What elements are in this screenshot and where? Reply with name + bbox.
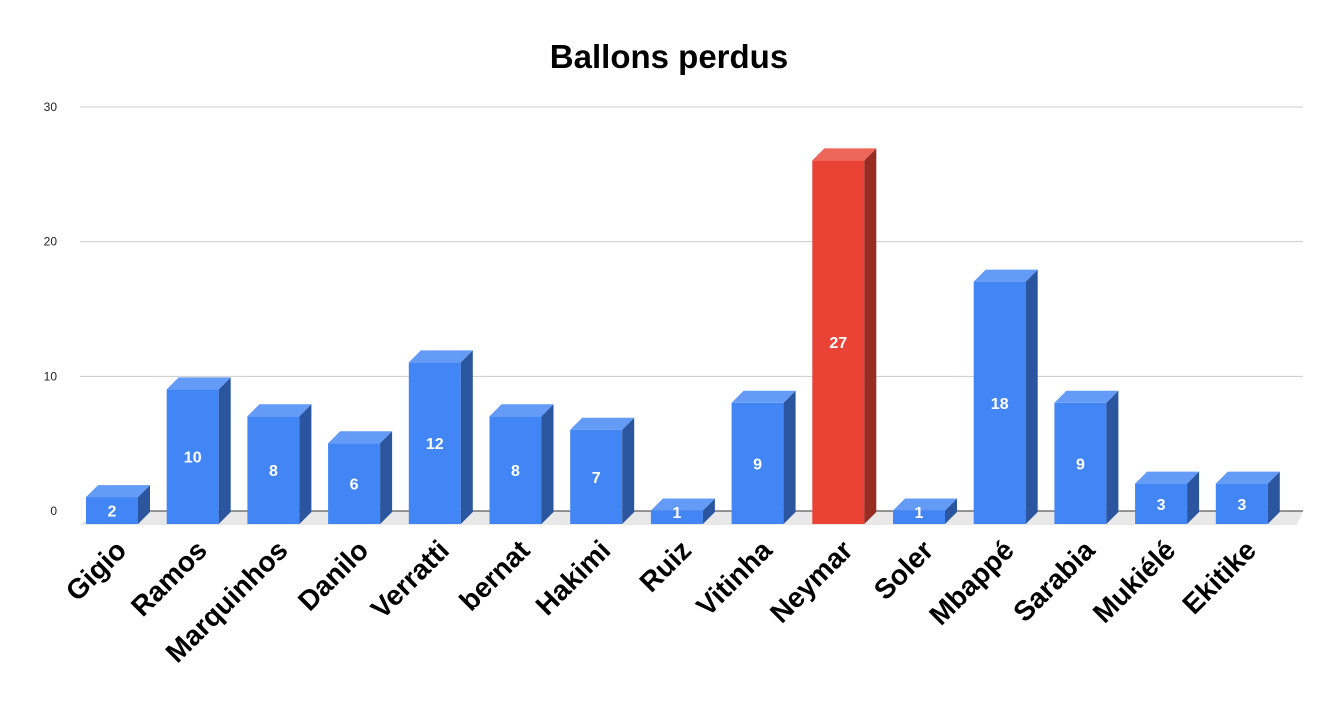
bar-side bbox=[1025, 269, 1038, 524]
x-tick-label: Neymar bbox=[764, 534, 859, 629]
x-tick-label: Sarabia bbox=[1007, 534, 1101, 628]
bar-vitinha bbox=[731, 390, 796, 524]
data-label: 3 bbox=[1237, 497, 1246, 514]
bar-side bbox=[460, 350, 473, 524]
bar-top bbox=[570, 417, 635, 430]
bar-side bbox=[218, 377, 231, 524]
data-label: 7 bbox=[592, 470, 601, 487]
data-label: 1 bbox=[672, 505, 681, 522]
bar-front bbox=[812, 160, 865, 524]
x-tick-label: bernat bbox=[453, 534, 535, 616]
bar-front bbox=[570, 429, 623, 524]
bar-top bbox=[731, 390, 796, 403]
data-label: 1 bbox=[915, 505, 924, 522]
bar-bernat bbox=[489, 404, 554, 524]
bar-danilo bbox=[328, 431, 393, 524]
bar-front bbox=[893, 510, 945, 524]
bar-front bbox=[328, 443, 381, 524]
y-tick-label: 0 bbox=[50, 504, 57, 518]
bar-front bbox=[247, 416, 300, 524]
bar-front bbox=[973, 281, 1026, 524]
bar-front bbox=[1135, 483, 1188, 524]
bar-top bbox=[973, 269, 1038, 282]
bar-top bbox=[86, 485, 150, 498]
y-tick-label: 20 bbox=[44, 235, 58, 249]
bar-ramos bbox=[166, 377, 231, 524]
bar-side bbox=[1187, 471, 1200, 524]
bar-top bbox=[247, 404, 312, 417]
bar-side bbox=[622, 417, 635, 524]
x-tick-label: Soler bbox=[868, 534, 940, 606]
bar-mbappé bbox=[973, 269, 1038, 524]
bar-marquinhos bbox=[247, 404, 312, 524]
bar-top bbox=[1215, 471, 1280, 484]
bar-ekitike bbox=[1215, 471, 1280, 524]
bar-front bbox=[650, 510, 703, 524]
bar-front bbox=[1054, 402, 1107, 524]
bar-side bbox=[138, 485, 150, 524]
data-label: 18 bbox=[991, 396, 1009, 413]
bar-side bbox=[1267, 471, 1280, 524]
chart-title: Ballons perdus bbox=[550, 38, 788, 75]
bar-side bbox=[864, 148, 877, 524]
data-label: 12 bbox=[426, 436, 444, 453]
bar-front bbox=[489, 416, 542, 524]
bar-front bbox=[166, 389, 219, 524]
bar-front bbox=[731, 402, 784, 524]
x-tick-label: Verratti bbox=[365, 534, 455, 624]
x-tick-label: Ruiz bbox=[633, 534, 697, 598]
data-label: 8 bbox=[511, 463, 520, 480]
y-tick-label: 10 bbox=[44, 369, 58, 383]
bar-top bbox=[650, 498, 715, 511]
data-label: 10 bbox=[184, 450, 202, 467]
x-tick-label: Gigio bbox=[60, 534, 133, 607]
bar-top bbox=[1135, 471, 1200, 484]
bar-mukiélé bbox=[1135, 471, 1200, 524]
bar-verratti bbox=[408, 350, 473, 524]
x-tick-label: Mukiélé bbox=[1087, 534, 1182, 629]
bar-top bbox=[893, 498, 957, 511]
y-tick-label: 30 bbox=[44, 100, 58, 114]
data-label: 3 bbox=[1157, 497, 1166, 514]
bar-side bbox=[1106, 390, 1119, 524]
bar-side bbox=[541, 404, 554, 524]
bar-side bbox=[783, 390, 796, 524]
data-label: 9 bbox=[1076, 456, 1085, 473]
bar-hakimi bbox=[570, 417, 635, 524]
bar-side bbox=[702, 498, 715, 524]
data-label: 9 bbox=[753, 456, 762, 473]
bar-top bbox=[408, 350, 473, 363]
bars-layer bbox=[86, 148, 1280, 524]
bar-side bbox=[945, 498, 957, 524]
x-tick-label: Danilo bbox=[292, 534, 374, 616]
data-label: 27 bbox=[829, 335, 847, 352]
bar-top bbox=[812, 148, 877, 161]
bar-side bbox=[380, 431, 393, 524]
bar-front bbox=[408, 362, 461, 524]
bar-front bbox=[1215, 483, 1268, 524]
data-label: 8 bbox=[269, 463, 278, 480]
bar-gigio bbox=[86, 485, 150, 524]
bar-neymar bbox=[812, 148, 877, 524]
x-tick-label: Ekitike bbox=[1176, 534, 1262, 620]
bar-sarabia bbox=[1054, 390, 1119, 524]
data-label: 6 bbox=[350, 477, 359, 494]
bar-top bbox=[1054, 390, 1119, 403]
bar-ruiz bbox=[650, 498, 715, 524]
bar-side bbox=[299, 404, 312, 524]
bar-front bbox=[86, 497, 138, 524]
x-tick-label: Hakimi bbox=[530, 534, 617, 621]
bar-top bbox=[328, 431, 393, 444]
bar-top bbox=[489, 404, 554, 417]
bar-soler bbox=[893, 498, 957, 524]
x-tick-label: Mbappé bbox=[923, 534, 1020, 631]
bar-top bbox=[166, 377, 231, 390]
data-label: 2 bbox=[108, 504, 117, 521]
